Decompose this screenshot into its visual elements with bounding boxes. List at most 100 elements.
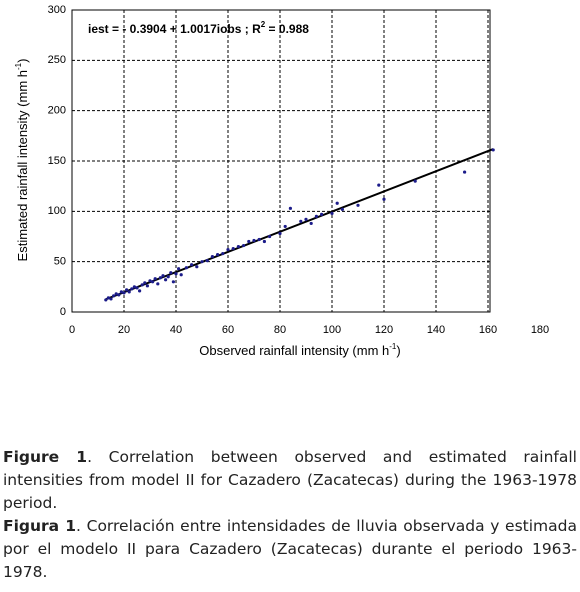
x-tick-label: 0 bbox=[69, 324, 75, 336]
point bbox=[335, 201, 339, 205]
point bbox=[463, 170, 467, 174]
y-tick-label: 100 bbox=[48, 205, 66, 217]
point bbox=[164, 278, 168, 282]
point bbox=[252, 238, 256, 243]
y-tick-label: 250 bbox=[48, 54, 66, 66]
point bbox=[413, 179, 417, 183]
point bbox=[304, 217, 308, 221]
point bbox=[184, 266, 188, 270]
point bbox=[177, 267, 181, 271]
equation-text: iest = - 0.3904 + 1.0017iobs ; R bbox=[88, 22, 261, 36]
point bbox=[221, 252, 225, 256]
point bbox=[153, 277, 157, 281]
point bbox=[314, 214, 318, 218]
point bbox=[156, 282, 160, 286]
y-axis-label-text: Estimated rainfall intensity (mm h bbox=[15, 70, 30, 261]
point bbox=[130, 287, 134, 291]
point bbox=[104, 298, 108, 302]
point bbox=[169, 271, 173, 275]
point bbox=[145, 284, 149, 288]
x-axis-label-text: Observed rainfall intensity (mm h bbox=[199, 343, 389, 358]
point bbox=[119, 290, 123, 294]
point bbox=[491, 148, 495, 152]
caption: Figure 1. Correlation between observed a… bbox=[3, 446, 577, 584]
y-axis-label-sup: -1 bbox=[14, 62, 23, 70]
point bbox=[140, 283, 144, 287]
caption-text: . Correlación entre intensidades de lluv… bbox=[3, 517, 577, 581]
point bbox=[247, 239, 251, 244]
point bbox=[268, 234, 272, 239]
point bbox=[143, 281, 147, 285]
point bbox=[151, 280, 155, 284]
x-tick-label: 160 bbox=[479, 324, 497, 336]
point bbox=[226, 247, 230, 252]
point bbox=[382, 197, 386, 201]
point bbox=[148, 279, 152, 283]
point bbox=[340, 207, 344, 211]
point bbox=[158, 276, 162, 280]
point bbox=[138, 289, 142, 293]
point bbox=[205, 259, 209, 263]
point bbox=[283, 224, 287, 229]
equation: iest = - 0.3904 + 1.0017iobs ; R2 = 0.98… bbox=[88, 20, 309, 36]
equation-tail: = 0.988 bbox=[265, 22, 309, 36]
x-axis-label: Observed rainfall intensity (mm h-1) bbox=[199, 342, 400, 358]
y-axis-label: Estimated rainfall intensity (mm h-1) bbox=[14, 59, 30, 262]
point bbox=[216, 253, 220, 257]
point bbox=[231, 246, 235, 251]
caption-es: Figura 1. Correlación entre intensidades… bbox=[3, 515, 577, 584]
point bbox=[330, 211, 334, 215]
x-axis-label-tail: ) bbox=[396, 343, 400, 358]
point bbox=[161, 274, 165, 278]
x-axis-label-sup: -1 bbox=[389, 342, 397, 351]
point bbox=[179, 273, 183, 277]
x-tick-label: 40 bbox=[170, 324, 182, 336]
caption-en: Figure 1. Correlation between observed a… bbox=[3, 446, 577, 515]
point bbox=[299, 219, 303, 223]
point bbox=[117, 293, 121, 297]
point bbox=[127, 290, 131, 294]
point bbox=[262, 239, 266, 244]
x-tick-label: 60 bbox=[222, 324, 234, 336]
x-tick-label: 140 bbox=[427, 324, 445, 336]
caption-text: . Correlation between observed and estim… bbox=[3, 448, 577, 512]
x-tick-label: 20 bbox=[118, 324, 130, 336]
equation-sup: 2 bbox=[261, 20, 266, 29]
point bbox=[114, 292, 118, 296]
point bbox=[288, 206, 292, 210]
point bbox=[109, 297, 113, 301]
point bbox=[171, 280, 175, 284]
caption-label: Figura 1 bbox=[3, 517, 77, 535]
plot-frame bbox=[71, 9, 491, 313]
y-tick-label: 200 bbox=[48, 105, 66, 117]
x-tick-label: 80 bbox=[274, 324, 286, 336]
point bbox=[257, 237, 261, 242]
y-axis-label-tail: ) bbox=[15, 59, 30, 63]
point bbox=[309, 221, 313, 226]
point bbox=[320, 212, 324, 216]
point bbox=[106, 296, 110, 300]
point bbox=[200, 260, 204, 264]
y-tick-label: 300 bbox=[48, 4, 66, 16]
caption-label: Figure 1 bbox=[3, 448, 88, 466]
point bbox=[195, 265, 199, 269]
point bbox=[166, 275, 170, 279]
point bbox=[135, 286, 139, 290]
point bbox=[356, 203, 360, 207]
point bbox=[242, 243, 246, 248]
y-tick-label: 0 bbox=[60, 306, 66, 318]
point bbox=[132, 285, 136, 289]
x-tick-label: 180 bbox=[531, 324, 549, 336]
chart: 0 50 100 150 200 250 300 0 20 40 60 80 100 120 140 160 1… bbox=[14, 4, 549, 359]
point bbox=[210, 255, 214, 259]
point bbox=[190, 263, 194, 267]
x-tick-label: 120 bbox=[375, 324, 393, 336]
point bbox=[377, 183, 381, 187]
point bbox=[112, 294, 116, 298]
point bbox=[278, 231, 282, 236]
point bbox=[236, 244, 240, 249]
y-tick-label: 150 bbox=[48, 155, 66, 167]
y-tick-label: 50 bbox=[54, 256, 66, 268]
point bbox=[122, 291, 126, 295]
